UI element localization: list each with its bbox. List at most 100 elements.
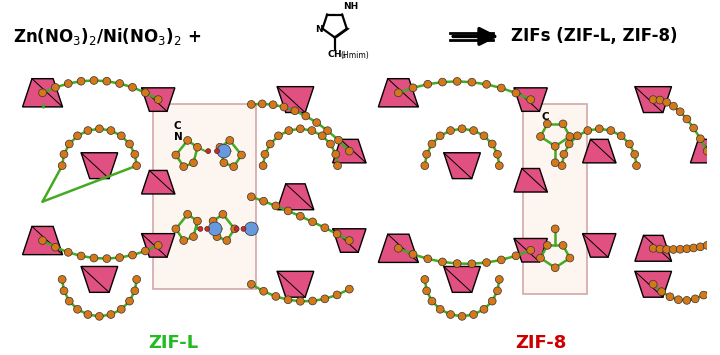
Circle shape [308, 127, 316, 135]
Circle shape [662, 246, 670, 253]
Circle shape [536, 254, 544, 262]
Circle shape [131, 287, 139, 295]
Circle shape [260, 287, 268, 295]
Circle shape [683, 115, 690, 123]
Circle shape [458, 312, 466, 320]
Circle shape [395, 245, 402, 252]
Circle shape [60, 287, 68, 295]
Circle shape [438, 78, 446, 86]
Circle shape [584, 127, 592, 135]
Circle shape [495, 275, 503, 283]
Circle shape [428, 140, 436, 148]
Polygon shape [22, 79, 63, 107]
Circle shape [683, 296, 690, 304]
Text: Zn(NO$_3$)$_2$/Ni(NO$_3$)$_2$ +: Zn(NO$_3$)$_2$/Ni(NO$_3$)$_2$ + [13, 26, 202, 47]
Circle shape [469, 127, 477, 135]
Circle shape [297, 125, 305, 133]
Circle shape [544, 120, 552, 128]
Text: C: C [174, 121, 181, 131]
Circle shape [559, 120, 567, 128]
Circle shape [215, 149, 220, 153]
Polygon shape [81, 153, 118, 179]
Circle shape [424, 255, 432, 263]
Circle shape [132, 275, 140, 283]
Circle shape [700, 291, 708, 299]
Circle shape [318, 132, 326, 140]
Circle shape [297, 212, 305, 220]
Text: C: C [541, 112, 549, 122]
Circle shape [234, 226, 239, 231]
Circle shape [676, 108, 684, 116]
Circle shape [107, 127, 114, 135]
Circle shape [194, 143, 202, 151]
Circle shape [321, 295, 329, 303]
Circle shape [60, 151, 68, 158]
Circle shape [469, 311, 477, 318]
Circle shape [208, 222, 222, 236]
Circle shape [333, 162, 341, 170]
Circle shape [259, 162, 267, 170]
Circle shape [309, 297, 317, 305]
Text: N: N [315, 24, 323, 34]
Polygon shape [690, 140, 720, 163]
Circle shape [180, 163, 188, 170]
Circle shape [657, 288, 665, 295]
Circle shape [274, 132, 282, 140]
Circle shape [676, 245, 684, 253]
Circle shape [96, 125, 104, 133]
Text: NH: NH [343, 2, 359, 11]
Circle shape [131, 151, 139, 158]
Circle shape [552, 225, 559, 233]
Circle shape [184, 211, 192, 218]
Polygon shape [635, 235, 672, 261]
Circle shape [90, 77, 98, 84]
Circle shape [198, 226, 203, 231]
Circle shape [230, 225, 238, 233]
Circle shape [552, 142, 559, 150]
Circle shape [446, 311, 454, 318]
Polygon shape [142, 170, 175, 194]
Circle shape [560, 151, 568, 158]
Circle shape [194, 217, 202, 225]
Circle shape [116, 254, 124, 262]
Polygon shape [333, 229, 366, 252]
Circle shape [662, 98, 670, 106]
Circle shape [691, 295, 699, 303]
Circle shape [266, 140, 274, 148]
Circle shape [675, 296, 683, 304]
Text: CH$_3$: CH$_3$ [327, 49, 346, 61]
Circle shape [64, 248, 72, 256]
Circle shape [565, 140, 573, 148]
Circle shape [217, 144, 230, 158]
Circle shape [468, 260, 476, 268]
Circle shape [132, 162, 140, 170]
Polygon shape [277, 184, 314, 210]
Circle shape [154, 96, 162, 103]
Circle shape [421, 162, 428, 170]
Circle shape [468, 78, 476, 86]
Circle shape [333, 230, 341, 238]
Circle shape [248, 193, 256, 201]
Polygon shape [582, 140, 616, 163]
Text: (Hmim): (Hmim) [341, 51, 369, 60]
Circle shape [346, 285, 354, 293]
Circle shape [566, 133, 574, 141]
Circle shape [488, 140, 496, 148]
Circle shape [284, 296, 292, 304]
Circle shape [656, 96, 664, 104]
Circle shape [703, 241, 711, 249]
Circle shape [58, 162, 66, 170]
Circle shape [285, 127, 293, 135]
Circle shape [626, 140, 634, 148]
Circle shape [527, 96, 535, 103]
Circle shape [129, 251, 136, 259]
Polygon shape [635, 87, 672, 113]
Circle shape [73, 305, 81, 313]
Circle shape [66, 140, 73, 148]
Circle shape [210, 217, 217, 225]
Circle shape [284, 207, 292, 215]
Text: N: N [174, 132, 183, 142]
Circle shape [482, 259, 490, 267]
Circle shape [103, 77, 111, 85]
Circle shape [527, 246, 535, 254]
